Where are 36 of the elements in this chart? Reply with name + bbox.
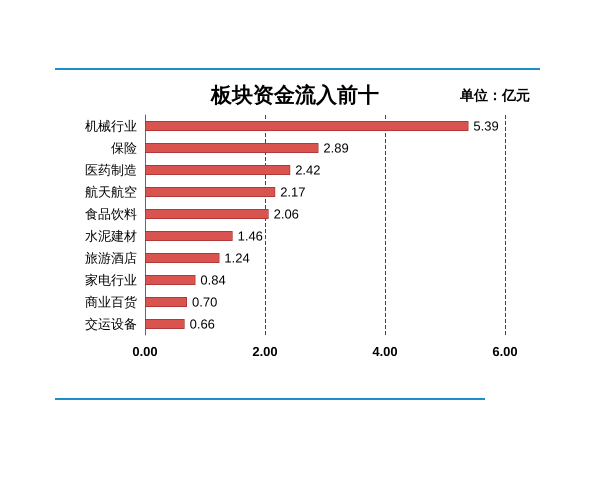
data-label: 0.66: [190, 316, 215, 332]
data-label: 5.39: [473, 118, 499, 134]
data-label: 0.70: [192, 294, 218, 310]
x-tick-label: 4.00: [372, 344, 398, 359]
y-tick-label: 家电行业: [85, 272, 137, 288]
bar: [145, 253, 220, 263]
y-tick-label: 保险: [111, 140, 137, 156]
bar: [145, 231, 233, 241]
data-label: 2.06: [274, 206, 299, 222]
x-tick-label: 0.00: [132, 344, 158, 359]
text: 单位：亿元: [459, 87, 530, 103]
y-tick-label: 交运设备: [85, 316, 137, 332]
chart-title: 板块资金流入前十: [210, 83, 379, 107]
y-tick-label: 机械行业: [85, 118, 137, 134]
x-tick-label: 2.00: [252, 344, 278, 359]
y-tick-label: 航天航空: [85, 184, 137, 200]
bar: [145, 143, 318, 153]
bar: [145, 275, 196, 285]
bar: [145, 165, 290, 175]
data-label: 2.42: [295, 162, 321, 178]
y-tick-label: 旅游酒店: [85, 250, 137, 266]
bar: [145, 187, 276, 197]
data-label: 2.17: [280, 184, 306, 200]
bar: [145, 209, 269, 219]
y-tick-label: 商业百货: [85, 294, 137, 310]
x-tick-label: 6.00: [492, 344, 518, 359]
y-tick-label: 食品饮料: [85, 206, 137, 222]
y-tick-label: 医药制造: [85, 162, 137, 178]
data-label: 1.46: [238, 228, 263, 244]
bar: [145, 319, 185, 329]
data-label: 1.24: [224, 250, 250, 266]
y-tick-label: 水泥建材: [85, 228, 137, 244]
bar: [145, 297, 187, 307]
data-label: 2.89: [323, 140, 349, 156]
data-label: 0.84: [200, 272, 226, 288]
bar: [145, 121, 468, 131]
